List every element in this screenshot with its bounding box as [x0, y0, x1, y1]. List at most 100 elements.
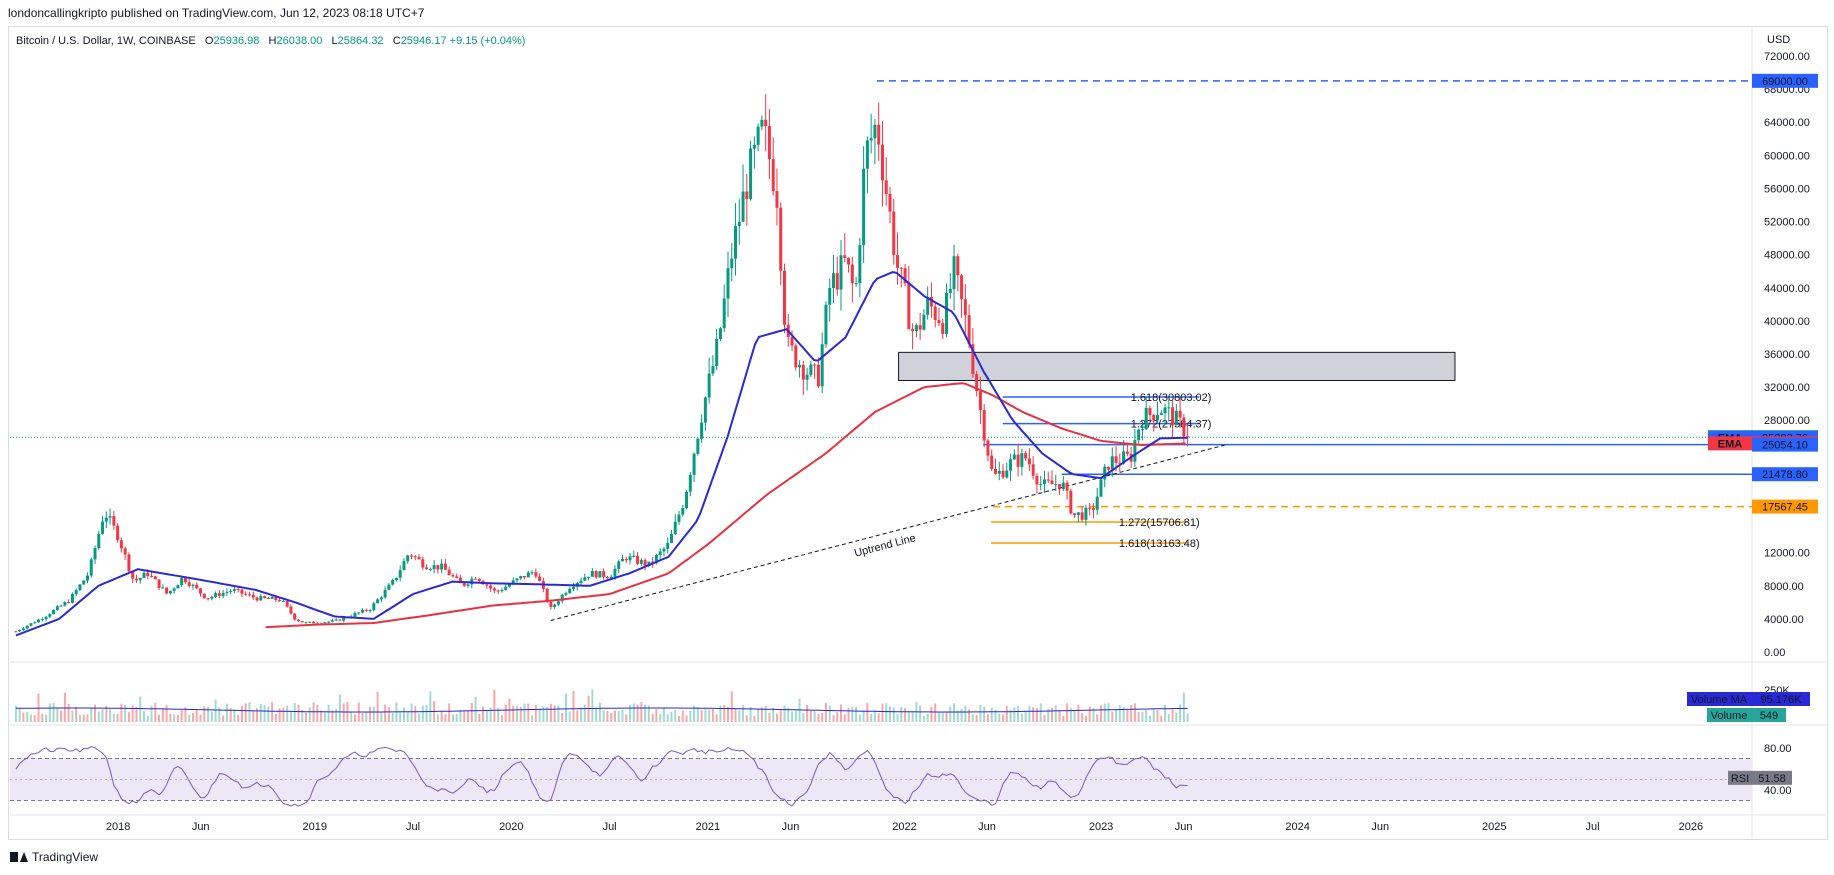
uptrend-line[interactable] [550, 444, 1226, 622]
volume-bar [964, 705, 967, 722]
volume-ma-tag [1687, 692, 1752, 706]
volume-bar [71, 710, 74, 722]
volume-bar [595, 707, 598, 722]
volume-bar [1002, 714, 1005, 722]
volume-bar [802, 712, 805, 722]
volume-bar [353, 714, 356, 722]
volume-bar [640, 702, 643, 722]
volume-bar [1054, 705, 1057, 722]
x-tick-label: 2018 [106, 821, 130, 833]
volume-bar [892, 707, 895, 722]
candle [681, 508, 685, 515]
volume-bar [305, 712, 308, 722]
volume-bar [293, 703, 296, 722]
candle [1035, 475, 1039, 485]
volume-bar [482, 706, 485, 722]
candle [937, 319, 941, 324]
candle [982, 410, 986, 441]
volume-bar [124, 704, 127, 722]
volume-bar [904, 708, 907, 722]
volume-bar [380, 711, 383, 722]
volume-bar [979, 704, 982, 722]
candle [1039, 484, 1043, 486]
symbol-name[interactable]: Bitcoin / U.S. Dollar, 1W, COINBASE [16, 35, 196, 47]
volume-bar [926, 713, 929, 722]
candle [447, 569, 451, 576]
candle [202, 593, 206, 599]
candle [477, 578, 481, 582]
candle [296, 619, 300, 622]
volume-bar [591, 689, 594, 722]
candle [368, 610, 372, 612]
volume-bar [832, 715, 835, 722]
candle [609, 576, 613, 579]
candle [1084, 507, 1088, 520]
volume-bar [885, 703, 888, 722]
candle [1088, 507, 1092, 509]
candle [828, 288, 832, 305]
symbol-info: Bitcoin / U.S. Dollar, 1W, COINBASE O259… [16, 35, 525, 47]
volume-bar [613, 710, 616, 722]
volume-bar [207, 707, 210, 722]
volume-bar [953, 703, 956, 722]
candle [914, 325, 918, 332]
candle [37, 619, 41, 623]
candle [82, 580, 86, 585]
price-tag [1752, 499, 1818, 514]
volume-bar [975, 714, 978, 722]
ema-slow-line[interactable] [265, 382, 1186, 629]
volume-bar [1032, 707, 1035, 722]
volume-bar [715, 714, 718, 722]
candle [353, 613, 357, 617]
candle [718, 328, 722, 339]
volume-bar [877, 713, 880, 722]
volume-bar [1043, 714, 1046, 722]
candle [157, 579, 161, 588]
volume-bar [655, 709, 658, 722]
volume-bar [500, 715, 503, 722]
resistance-zone[interactable] [898, 351, 1456, 381]
footer-brand[interactable]: TradingView [32, 850, 99, 864]
candle [666, 542, 670, 549]
volume-bar [745, 715, 748, 722]
candle [1107, 466, 1111, 470]
candle [798, 364, 802, 368]
rsi-line[interactable] [15, 746, 1188, 807]
volume-bar [945, 712, 948, 722]
x-tick-label: 2026 [1679, 821, 1703, 833]
volume-bar [60, 710, 63, 722]
volume-bar [1073, 710, 1076, 722]
candle [805, 374, 809, 380]
volume-bar [467, 710, 470, 722]
rsi-tag [1728, 770, 1752, 785]
volume-bar [361, 712, 364, 722]
candle [869, 138, 873, 141]
ema-fast-line[interactable] [15, 271, 1188, 637]
volume-ma-line [15, 707, 1188, 713]
volume-bar [1175, 712, 1178, 722]
candle [862, 168, 866, 246]
candle [451, 575, 455, 577]
volume-bar [862, 710, 865, 722]
candle [323, 622, 327, 624]
candle [387, 584, 391, 590]
candle [730, 258, 734, 269]
volume-bar [1107, 702, 1110, 722]
candle [191, 584, 195, 587]
volume-bar [127, 712, 130, 722]
candle [1155, 415, 1159, 421]
candle [474, 578, 478, 580]
candle [971, 344, 975, 375]
volume-bar [994, 709, 997, 722]
x-tick-label: 2025 [1482, 821, 1506, 833]
volume-bar [139, 696, 142, 722]
volume-bar [225, 703, 228, 722]
candle [85, 575, 89, 581]
volume-bar [519, 706, 522, 722]
volume-bar [1066, 703, 1069, 722]
volume-tag [1707, 708, 1752, 722]
volume-bar [990, 707, 993, 722]
volume-bar [78, 714, 81, 722]
candle [48, 614, 52, 617]
